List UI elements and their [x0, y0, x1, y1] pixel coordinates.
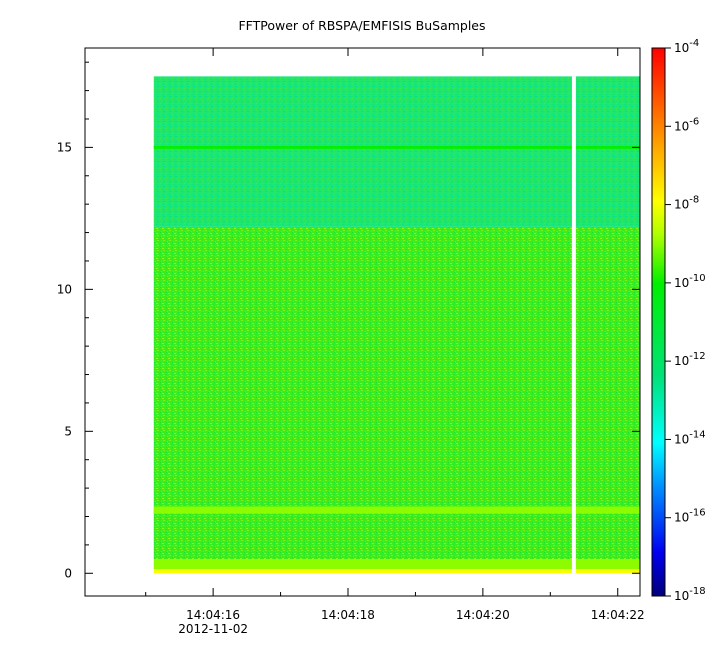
colorbar-tick-label: 10-14 — [674, 429, 706, 446]
colorbar-tick-label: 10-16 — [674, 508, 706, 525]
colorbar-tick-label: 10-8 — [674, 195, 699, 212]
spectrogram-data — [153, 76, 641, 574]
spectrogram-band — [153, 226, 641, 560]
x-axis: 14:04:16 14:04:18 14:04:20 14:04:22 2012-11-… — [145, 48, 645, 636]
y-tick-label: 5 — [64, 424, 72, 438]
spectrogram-band — [153, 76, 641, 227]
x-tick-label: 14:04:20 — [456, 608, 510, 622]
colorbar: 10-18 10-16 10-14 10-12 10-10 10-8 10-6 10-4 — [651, 38, 706, 603]
spectrogram-band — [153, 506, 641, 514]
spectrogram-band — [153, 145, 641, 149]
spectrogram-band — [153, 569, 641, 574]
colorbar-tick-label: 10-6 — [674, 116, 699, 133]
y-axis: 0 5 10 15 — [57, 61, 640, 580]
colorbar-ticks: 10-18 10-16 10-14 10-12 10-10 10-8 10-6 10-4 — [665, 38, 706, 603]
colorbar-scale — [651, 47, 666, 597]
plot-area: 0 5 10 15 14:04:16 14:04:18 14:04:20 14:04:22 2… — [57, 47, 645, 636]
chart-title: FFTPower of RBSPA/EMFISIS BuSamples — [238, 18, 485, 33]
x-tick-label: 14:04:16 — [186, 608, 240, 622]
x-tick-label: 14:04:22 — [591, 608, 645, 622]
y-tick-label: 10 — [57, 282, 72, 296]
y-tick-label: 0 — [64, 566, 72, 580]
x-date-label: 2012-11-02 — [178, 622, 248, 636]
colorbar-tick-label: 10-4 — [674, 38, 699, 55]
x-tick-label: 14:04:18 — [321, 608, 375, 622]
colorbar-tick-label: 10-18 — [674, 586, 706, 603]
plot-frame — [84, 47, 641, 597]
spectrogram-band — [153, 559, 641, 570]
y-tick-label: 15 — [57, 140, 72, 154]
data-gap — [571, 76, 576, 574]
colorbar-tick-label: 10-12 — [674, 351, 706, 368]
colorbar-tick-label: 10-10 — [674, 273, 706, 290]
